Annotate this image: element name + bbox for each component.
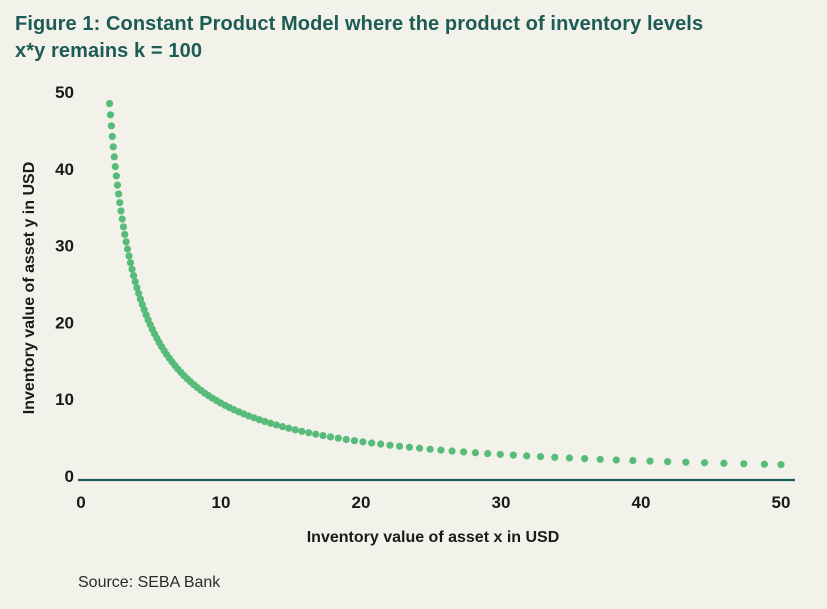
data-point bbox=[128, 265, 136, 273]
x-tick-label: 40 bbox=[632, 493, 651, 512]
data-point bbox=[484, 449, 492, 458]
figure-title-line1: Figure 1: Constant Product Model where t… bbox=[15, 13, 704, 35]
y-tick-label: 10 bbox=[55, 390, 74, 409]
data-point bbox=[700, 459, 709, 467]
data-point bbox=[551, 453, 559, 461]
data-point bbox=[565, 454, 574, 462]
data-point bbox=[740, 460, 748, 468]
data-point bbox=[117, 207, 125, 215]
data-point bbox=[272, 421, 281, 429]
data-point bbox=[285, 424, 293, 432]
data-point bbox=[350, 437, 359, 445]
x-tick-label: 20 bbox=[352, 493, 371, 512]
figure-title: Figure 1: Constant Product Model where t… bbox=[15, 11, 703, 65]
x-tick-label: 0 bbox=[76, 493, 85, 512]
data-point bbox=[342, 435, 350, 444]
data-point bbox=[305, 429, 313, 437]
data-point bbox=[386, 441, 394, 449]
data-point bbox=[116, 198, 124, 207]
data-point bbox=[326, 433, 335, 441]
data-point bbox=[108, 132, 116, 141]
data-point bbox=[629, 456, 637, 465]
data-point bbox=[426, 445, 434, 453]
data-point bbox=[437, 446, 445, 454]
data-point bbox=[523, 452, 531, 460]
data-point bbox=[112, 172, 120, 180]
data-point bbox=[612, 456, 620, 464]
y-tick-label: 20 bbox=[55, 313, 74, 332]
data-point bbox=[121, 230, 129, 239]
data-point bbox=[646, 457, 654, 465]
data-point bbox=[720, 459, 728, 467]
data-point bbox=[122, 238, 130, 246]
x-tick-label: 30 bbox=[492, 493, 511, 512]
data-point bbox=[334, 434, 342, 442]
data-point bbox=[682, 458, 690, 466]
y-tick-label: 50 bbox=[55, 83, 74, 102]
data-point bbox=[664, 458, 672, 466]
data-point bbox=[760, 460, 768, 468]
data-point bbox=[261, 417, 269, 426]
data-point bbox=[131, 278, 139, 286]
data-point bbox=[133, 284, 141, 292]
source-note: Source: SEBA Bank bbox=[78, 574, 221, 591]
data-point bbox=[125, 252, 133, 260]
data-point bbox=[113, 181, 122, 189]
data-point bbox=[114, 190, 123, 198]
y-tick-label: 0 bbox=[65, 467, 74, 486]
data-point bbox=[298, 427, 306, 435]
data-point bbox=[312, 430, 320, 438]
x-tick-label: 50 bbox=[772, 493, 791, 512]
data-point bbox=[359, 438, 367, 446]
data-point bbox=[136, 295, 145, 303]
data-point bbox=[596, 455, 604, 463]
data-point bbox=[319, 431, 327, 440]
figure-title-line2: x*y remains k = 100 bbox=[15, 40, 203, 62]
data-point bbox=[107, 122, 115, 130]
data-point bbox=[395, 442, 404, 450]
data-point bbox=[291, 426, 299, 434]
data-point bbox=[377, 440, 385, 448]
data-point bbox=[111, 162, 119, 171]
data-point bbox=[110, 153, 118, 161]
data-point bbox=[266, 419, 275, 427]
data-point bbox=[129, 271, 138, 280]
data-point bbox=[126, 259, 135, 267]
data-point bbox=[278, 423, 287, 431]
data-point bbox=[123, 245, 132, 253]
data-point bbox=[459, 448, 468, 456]
data-point bbox=[106, 111, 115, 119]
data-point bbox=[118, 215, 126, 223]
data-point bbox=[416, 444, 424, 452]
data-point bbox=[119, 223, 128, 231]
x-axis-label: Inventory value of asset x in USD bbox=[306, 529, 560, 546]
y-tick-label: 40 bbox=[55, 160, 74, 179]
data-point bbox=[509, 451, 517, 459]
curve-dots bbox=[105, 99, 785, 469]
data-point bbox=[368, 439, 376, 447]
x-tick-label: 10 bbox=[212, 493, 231, 512]
data-point bbox=[471, 449, 480, 457]
data-point bbox=[536, 453, 545, 461]
y-tick-label: 30 bbox=[55, 237, 74, 256]
data-point bbox=[105, 99, 114, 108]
data-point bbox=[448, 447, 456, 455]
data-point bbox=[109, 143, 117, 151]
data-point bbox=[580, 455, 589, 463]
data-point bbox=[496, 450, 504, 458]
data-point bbox=[405, 443, 414, 451]
data-point bbox=[255, 416, 263, 424]
data-point bbox=[777, 461, 785, 469]
data-point bbox=[135, 289, 143, 298]
